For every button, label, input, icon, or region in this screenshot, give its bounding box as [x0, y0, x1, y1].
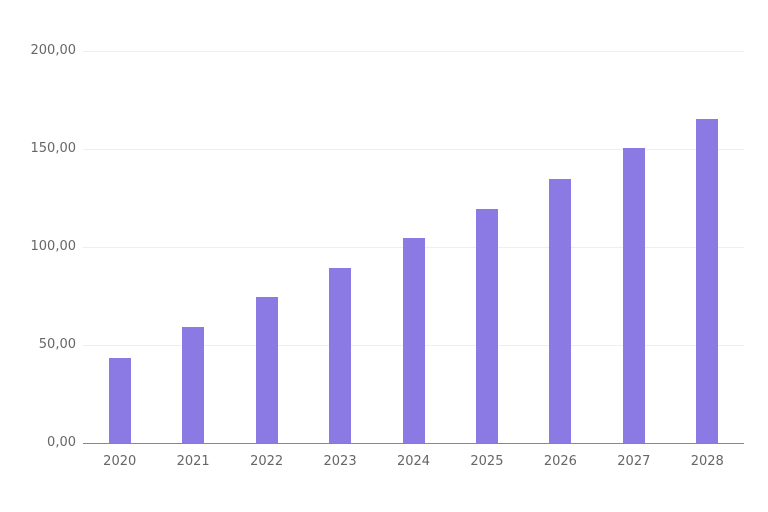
x-tick-label: 2023: [323, 454, 357, 469]
x-tick-label: 2028: [690, 454, 724, 469]
x-tick-label: 2020: [103, 454, 137, 469]
bar-2028[interactable]: [696, 119, 719, 443]
x-tick-label: 2021: [176, 454, 210, 469]
x-tick-label: 2026: [543, 454, 577, 469]
x-axis-line: [83, 443, 744, 444]
y-tick-label: 150,00: [30, 141, 77, 156]
x-tick-label: 2022: [250, 454, 284, 469]
y-tick-label: 100,00: [30, 239, 77, 254]
x-tick-label: 2025: [470, 454, 504, 469]
gridline: [83, 51, 744, 52]
bar-2020[interactable]: [108, 357, 131, 443]
bar-2025[interactable]: [475, 208, 498, 443]
y-tick-label: 0,00: [47, 435, 76, 450]
bar-2024[interactable]: [402, 238, 425, 443]
bar-2021[interactable]: [182, 327, 205, 443]
gridline: [83, 149, 744, 150]
x-tick-label: 2024: [396, 454, 431, 469]
bar-2023[interactable]: [329, 267, 352, 443]
bar-2027[interactable]: [622, 148, 645, 443]
bar-2022[interactable]: [255, 297, 278, 443]
x-tick-label: 2027: [617, 454, 651, 469]
y-tick-label: 200,00: [30, 43, 77, 58]
y-tick-label: 50,00: [38, 337, 76, 352]
bar-2026[interactable]: [549, 178, 572, 443]
